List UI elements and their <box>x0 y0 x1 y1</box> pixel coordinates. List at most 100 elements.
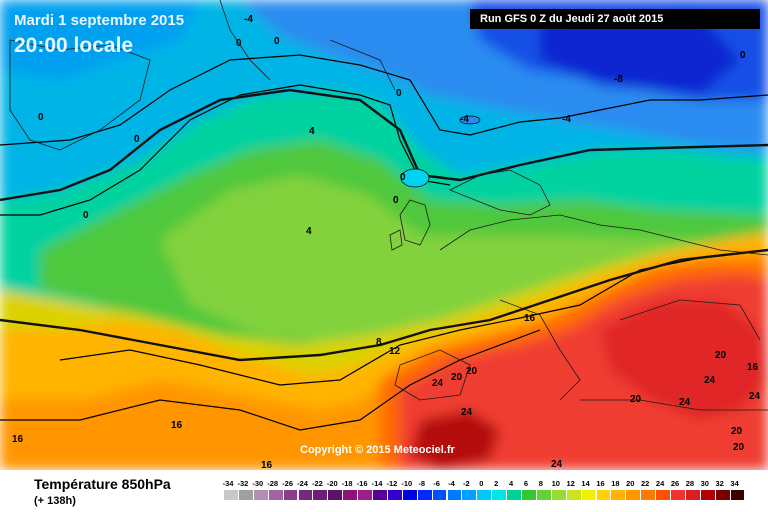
legend-swatch <box>656 490 670 500</box>
map-label: 24 <box>461 407 473 418</box>
legend-tick-label: -20 <box>326 479 338 488</box>
legend-tick-label: 14 <box>581 479 590 488</box>
map-label: -4 <box>460 114 469 125</box>
map-label: 0 <box>236 38 242 49</box>
legend-swatch <box>387 490 402 500</box>
map-label: 24 <box>551 459 563 470</box>
legend-swatch <box>581 490 596 500</box>
legend-tick-label: -16 <box>356 479 368 488</box>
map-label: 0 <box>740 50 746 61</box>
legend-tick-label: -34 <box>222 479 234 488</box>
run-info-banner: Run GFS 0 Z du Jeudi 27 août 2015 <box>470 9 760 29</box>
legend-swatch <box>536 490 551 500</box>
legend-swatch <box>224 490 238 500</box>
forecast-lead-time: (+ 138h) <box>34 495 76 507</box>
map-label: 20 <box>731 426 743 437</box>
map-label: 0 <box>38 112 44 123</box>
legend-swatch <box>611 490 626 500</box>
map-label: -4 <box>244 14 253 25</box>
map-label: 20 <box>733 442 745 453</box>
map-label: 0 <box>400 172 406 183</box>
legend-swatch <box>522 490 536 500</box>
map-label: 4 <box>306 226 312 237</box>
map-label: 20 <box>630 394 642 405</box>
legend-swatch <box>626 490 641 500</box>
legend-tick-label: 24 <box>655 479 665 488</box>
legend-swatch <box>551 490 566 500</box>
legend-swatch <box>566 490 581 500</box>
map-label: 24 <box>749 391 761 402</box>
map-label: 0 <box>134 134 140 145</box>
legend-swatch <box>477 490 492 500</box>
legend-swatch <box>313 490 328 500</box>
map-label: 16 <box>747 362 759 373</box>
map-label: 20 <box>466 366 478 377</box>
legend-tick-label: -22 <box>311 479 323 488</box>
legend-tick-label: 28 <box>685 479 695 488</box>
map-label: 20 <box>715 350 727 361</box>
map-label: 12 <box>389 346 401 357</box>
legend-tick-label: -4 <box>448 479 455 488</box>
legend-tick-label: -12 <box>386 479 398 488</box>
legend-tick-label: 4 <box>509 479 514 488</box>
legend-tick-label: 12 <box>566 479 575 488</box>
legend-swatch <box>715 490 730 500</box>
forecast-date: Mardi 1 septembre 2015 <box>14 12 185 29</box>
map-label: 24 <box>432 378 444 389</box>
legend-tick-label: -30 <box>252 479 264 488</box>
color-legend: -34 -32 -30 -28 -26 -24 -22 -20 -18 -16 -14 -12 -10-… <box>222 479 762 509</box>
legend-swatch <box>328 490 343 500</box>
map-label: 16 <box>524 313 536 324</box>
map-footer: Température 850hPa (+ 138h) -34 -32 -30 -28… <box>0 470 768 512</box>
map-label: 16 <box>261 460 273 470</box>
forecast-time: 20:00 locale <box>14 34 134 57</box>
map-label: 24 <box>704 375 716 386</box>
legend-tick-label: 6 <box>523 479 529 488</box>
legend-swatch <box>283 490 298 500</box>
legend-tick-label: -6 <box>433 479 440 488</box>
legend-tick-label: -10 <box>401 479 413 488</box>
temperature-map: -4 0 0 0 0 0 0 0 0 -8 -4 -4 4 4 8 12 16 … <box>0 0 768 470</box>
legend-swatch <box>700 490 715 500</box>
legend-swatch <box>685 490 700 500</box>
map-label: 20 <box>451 372 463 383</box>
legend-swatch <box>447 490 462 500</box>
legend-tick-label: -2 <box>463 479 470 488</box>
map-label: 0 <box>393 195 399 206</box>
legend-tick-label: 26 <box>670 479 680 488</box>
legend-tick-label: 2 <box>494 479 499 488</box>
copyright-text: Copyright © 2015 Meteociel.fr <box>300 444 455 456</box>
legend-tick-label: -14 <box>371 479 383 488</box>
legend-swatch <box>358 490 372 500</box>
legend-tick-label: 0 <box>479 479 484 488</box>
map-label: -8 <box>614 74 623 85</box>
legend-swatch <box>641 490 656 500</box>
legend-tick-label: -28 <box>267 479 279 488</box>
legend-tick-label: 30 <box>700 479 709 488</box>
legend-swatch <box>373 490 387 500</box>
legend-tick-label: 8 <box>538 479 543 488</box>
legend-swatch <box>253 490 268 500</box>
legend-tick-label: -18 <box>341 479 353 488</box>
legend-swatch <box>268 490 283 500</box>
legend-tick-label: -26 <box>282 479 294 488</box>
legend-swatch <box>432 490 447 500</box>
legend-tick-label: 22 <box>641 479 650 488</box>
legend-swatch <box>298 490 313 500</box>
map-label: 0 <box>274 36 280 47</box>
legend-tick-label: -32 <box>237 479 249 488</box>
legend-tick-label: 18 <box>611 479 620 488</box>
legend-swatch <box>596 490 611 500</box>
legend-swatch <box>492 490 507 500</box>
map-label: 8 <box>376 337 382 348</box>
variable-name: Température 850hPa <box>34 476 171 492</box>
legend-swatch <box>417 490 432 500</box>
legend-swatch <box>343 490 358 500</box>
legend-swatch <box>507 490 521 500</box>
map-label: -4 <box>562 114 571 125</box>
map-label: 4 <box>309 126 315 137</box>
map-label: 24 <box>679 397 691 408</box>
legend-swatch <box>462 490 477 500</box>
legend-tick-label: -8 <box>418 479 426 488</box>
